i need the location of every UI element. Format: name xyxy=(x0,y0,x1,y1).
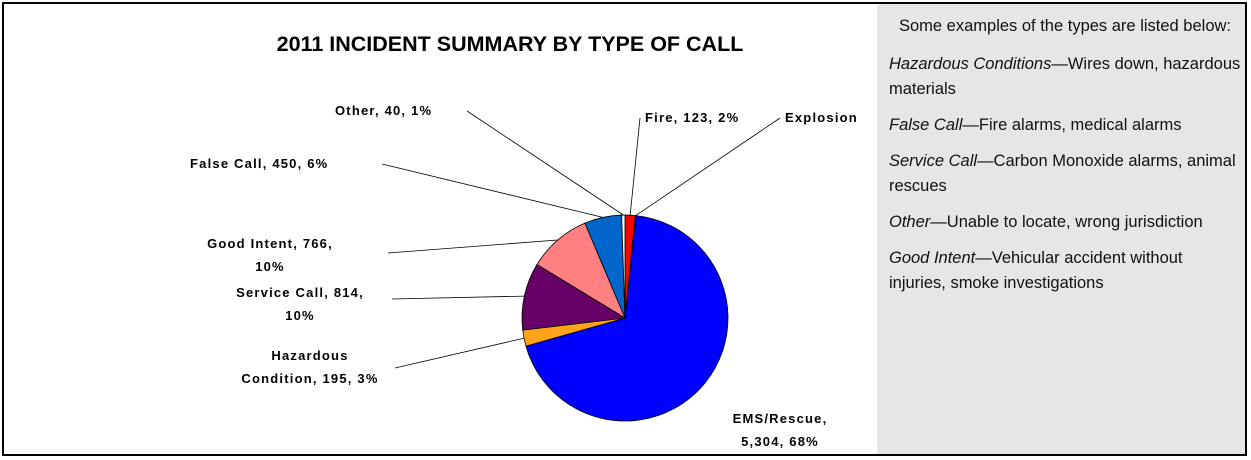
chart-title: 2011 INCIDENT SUMMARY BY TYPE OF CALL xyxy=(276,32,744,56)
legend-panel: Some examples of the types are listed be… xyxy=(877,4,1247,456)
panel-item: False Call—Fire alarms, medical alarms xyxy=(889,113,1241,138)
leader-line xyxy=(629,117,641,216)
panel-intro: Some examples of the types are listed be… xyxy=(898,17,1231,35)
item-desc: —Vehicular accident without injuries, sm… xyxy=(889,249,1183,292)
pie-slice xyxy=(525,215,729,422)
data-label: False Call, 450, 6% xyxy=(190,156,329,171)
item-term: Service Call xyxy=(889,152,978,170)
leader-line xyxy=(394,337,525,369)
leader-line xyxy=(466,110,624,216)
item-desc: —Carbon Monoxide alarms, animal rescues xyxy=(889,152,1236,195)
pie-slice xyxy=(621,214,626,319)
data-label: Hazardous Condition, 195, 3% xyxy=(241,348,379,386)
panel-item: Good Intent—Vehicular accident without i… xyxy=(889,246,1241,296)
item-term: Good Intent xyxy=(889,249,976,267)
item-desc: —Wires down, hazardous materials xyxy=(889,55,1241,98)
data-label: Other, 40, 1% xyxy=(335,103,433,118)
data-label: EMS/Rescue, 5,304, 68% xyxy=(732,411,828,449)
item-desc: —Unable to locate, wrong jurisdiction xyxy=(930,213,1203,231)
panel-item: Hazardous Conditions—Wires down, hazardo… xyxy=(889,52,1241,102)
item-term: False Call xyxy=(889,116,963,134)
data-label: Service Call, 814, 10% xyxy=(236,285,364,323)
leader-line xyxy=(381,163,604,218)
panel-item: Other—Unable to locate, wrong jurisdicti… xyxy=(889,210,1241,235)
data-label: Explosion xyxy=(785,110,858,125)
data-label: Good Intent, 766, 10% xyxy=(207,236,333,274)
item-desc: —Fire alarms, medical alarms xyxy=(962,116,1182,134)
pie-slice xyxy=(521,263,627,331)
leader-line xyxy=(387,239,558,254)
leader-line xyxy=(635,117,781,216)
item-term: Other xyxy=(889,213,931,231)
panel-item: Service Call—Carbon Monoxide alarms, ani… xyxy=(889,149,1241,199)
item-term: Hazardous Conditions xyxy=(889,55,1052,73)
data-label: Fire, 123, 2% xyxy=(645,110,740,125)
leader-line xyxy=(391,295,525,300)
